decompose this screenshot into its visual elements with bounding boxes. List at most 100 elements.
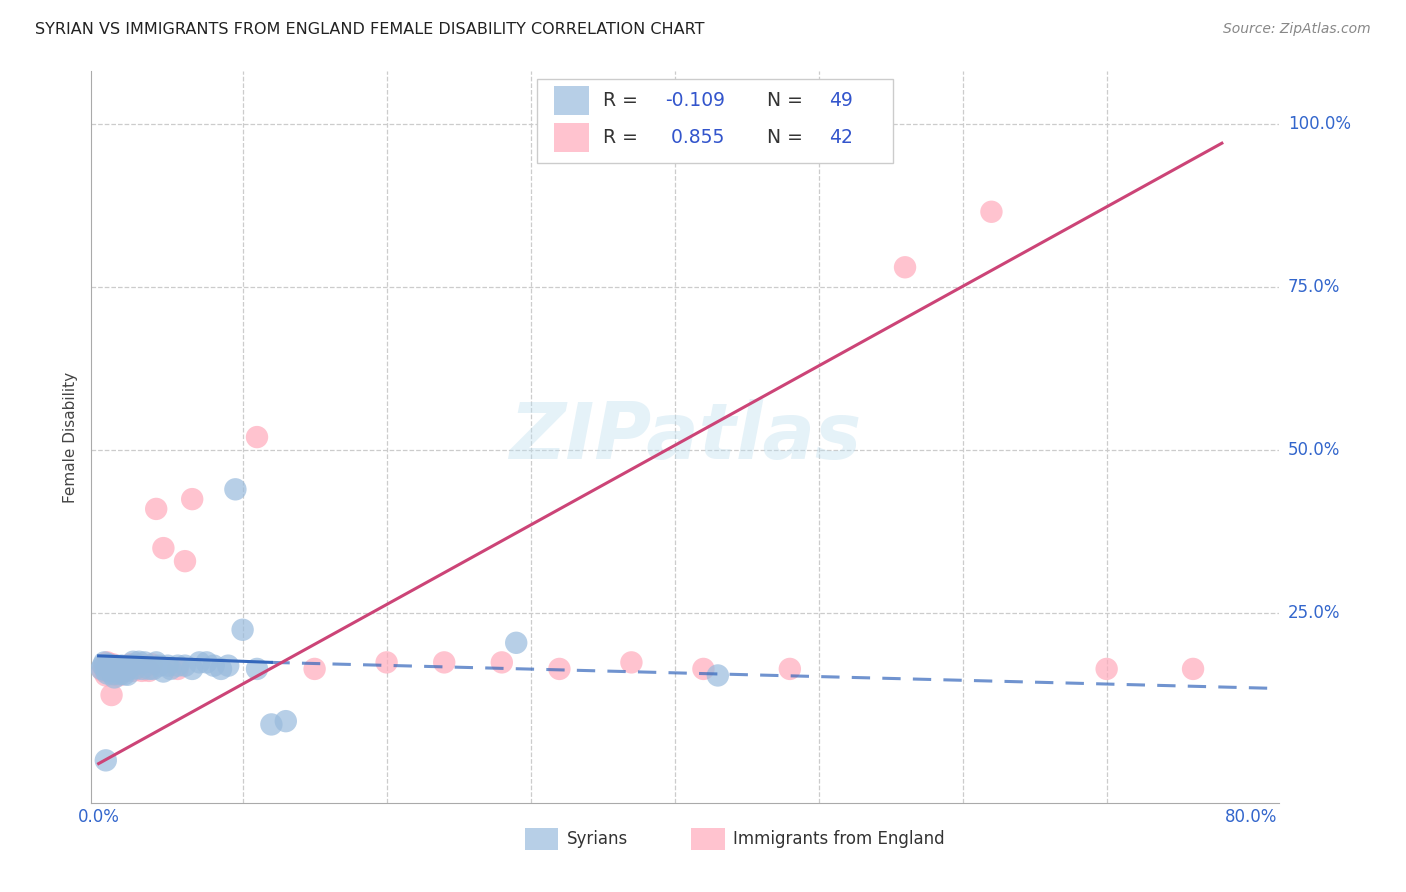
Point [103, 670, 125, 684]
Point [142, 662, 165, 676]
Point [104, 658, 127, 673]
Point [141, 657, 163, 672]
Point [779, 662, 801, 676]
Point [115, 664, 138, 678]
Text: 100.0%: 100.0% [1288, 114, 1351, 133]
Point [246, 662, 269, 676]
Point [125, 661, 148, 675]
Point [94, 663, 117, 677]
Point [156, 658, 179, 673]
Point [181, 662, 204, 676]
Point [548, 662, 571, 676]
Point [692, 662, 714, 676]
Point [246, 430, 269, 444]
Point [112, 664, 135, 678]
Point [120, 657, 142, 672]
Point [124, 658, 146, 673]
Point [260, 717, 283, 731]
Point [97, 664, 120, 678]
Point [433, 656, 456, 670]
Text: -0.109: -0.109 [665, 91, 725, 110]
Point [375, 656, 398, 670]
Point [100, 688, 122, 702]
Y-axis label: Female Disability: Female Disability [63, 371, 79, 503]
Point [100, 664, 122, 678]
Point [159, 662, 181, 676]
Point [181, 492, 204, 507]
Point [98, 660, 121, 674]
Point [505, 636, 527, 650]
Text: SYRIAN VS IMMIGRANTS FROM ENGLAND FEMALE DISABILITY CORRELATION CHART: SYRIAN VS IMMIGRANTS FROM ENGLAND FEMALE… [35, 22, 704, 37]
Text: 25.0%: 25.0% [1288, 605, 1340, 623]
Point [188, 656, 211, 670]
Text: Immigrants from England: Immigrants from England [733, 830, 945, 848]
Point [128, 657, 150, 672]
Point [128, 655, 150, 669]
Point [103, 664, 125, 678]
Point [138, 664, 160, 678]
Point [91, 658, 114, 673]
Point [115, 664, 138, 678]
Point [1095, 662, 1118, 676]
Point [120, 658, 142, 673]
Point [107, 661, 129, 675]
Point [94, 753, 117, 767]
Point [114, 667, 136, 681]
Point [93, 660, 115, 674]
Point [93, 656, 115, 670]
Point [91, 664, 114, 678]
Point [274, 714, 297, 728]
Point [111, 664, 134, 678]
Point [97, 657, 120, 672]
Text: 50.0%: 50.0% [1288, 442, 1340, 459]
Point [195, 656, 218, 670]
Bar [524, 829, 558, 850]
Point [491, 656, 513, 670]
Point [112, 662, 135, 676]
Point [134, 656, 156, 670]
Point [174, 658, 197, 673]
Point [105, 664, 128, 678]
Point [304, 662, 326, 676]
Point [1182, 662, 1205, 676]
Point [209, 662, 232, 676]
Bar [554, 122, 589, 152]
Point [145, 502, 167, 516]
Point [117, 660, 139, 674]
Point [98, 660, 121, 674]
Point [620, 656, 643, 670]
Point [101, 657, 124, 672]
Point [224, 483, 246, 497]
Text: 0.855: 0.855 [665, 128, 724, 146]
Point [174, 554, 197, 568]
Point [148, 658, 170, 673]
Point [96, 666, 118, 681]
Text: 49: 49 [830, 91, 853, 110]
Point [217, 658, 239, 673]
Point [152, 665, 174, 679]
Point [166, 662, 188, 676]
Text: ZIPatlas: ZIPatlas [509, 399, 862, 475]
Bar [692, 829, 724, 850]
Text: Syrians: Syrians [567, 830, 628, 848]
Point [894, 260, 917, 275]
Point [101, 667, 124, 681]
Point [117, 667, 139, 681]
Point [125, 660, 148, 674]
Point [232, 623, 254, 637]
Point [108, 667, 131, 681]
Text: 42: 42 [830, 128, 853, 146]
Point [145, 656, 167, 670]
Point [96, 656, 118, 670]
Point [114, 660, 136, 674]
Point [107, 668, 129, 682]
Point [980, 204, 1002, 219]
Text: 75.0%: 75.0% [1288, 278, 1340, 296]
Bar [537, 78, 893, 162]
Point [122, 664, 145, 678]
Text: R =: R = [603, 91, 644, 110]
Text: R =: R = [603, 128, 644, 146]
Point [131, 662, 153, 676]
Bar [554, 86, 589, 115]
Text: N =: N = [768, 91, 810, 110]
